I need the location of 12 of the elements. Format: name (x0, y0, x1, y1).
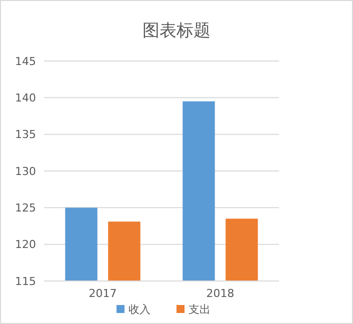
y-tick-label: 130 (15, 164, 36, 178)
legend-label: 收入 (128, 302, 150, 316)
x-tick-label: 2018 (206, 287, 234, 300)
y-tick-label: 135 (15, 128, 36, 142)
y-tick-label: 145 (15, 54, 36, 68)
legend-label: 支出 (188, 302, 210, 316)
chart-title: 图表标题 (142, 21, 210, 41)
y-tick-label: 140 (15, 92, 36, 105)
x-tick-label: 2017 (88, 287, 117, 300)
y-tick-label: 120 (15, 238, 36, 252)
y-tick-label: 125 (15, 202, 36, 215)
y-tick-label: 115 (15, 274, 36, 288)
